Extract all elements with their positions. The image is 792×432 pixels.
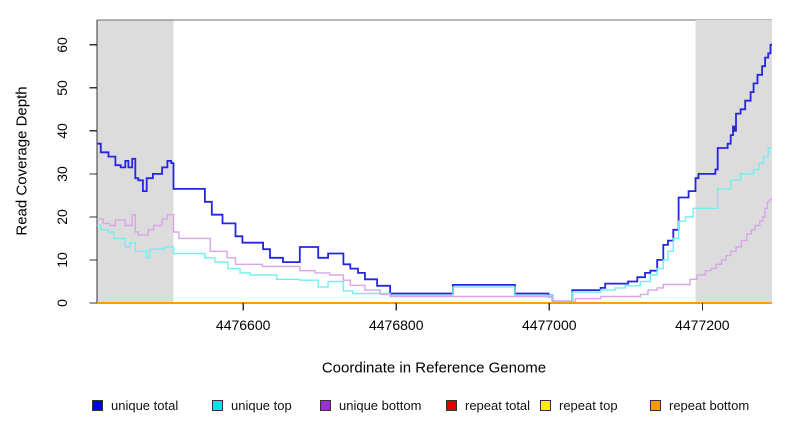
legend-swatch-icon [92,400,103,411]
series-line-unique-top [97,147,772,303]
y-tick-label: 60 [54,36,70,53]
y-tick-label: 30 [54,166,70,182]
y-tick-label: 0 [54,299,70,307]
legend-swatch-icon [540,400,551,411]
x-tick-label: 4477200 [675,317,730,333]
legend-swatch-icon [320,400,331,411]
legend-swatch-icon [446,400,457,411]
y-tick-label: 20 [54,209,70,225]
legend-swatch-icon [212,400,223,411]
legend: unique total unique top unique bottom repea… [0,398,792,418]
y-axis-title: Read Coverage Depth [13,86,31,236]
legend-label: repeat bottom [669,398,750,413]
legend-label: unique bottom [339,398,422,413]
x-tick-label: 4477000 [522,317,577,333]
legend-label: repeat total [465,398,531,413]
y-tick-label: 40 [54,123,70,139]
shaded-region-right [695,20,772,303]
x-tick-label: 4476800 [368,317,424,333]
series-line-unique-total [97,43,772,303]
legend-label: unique total [111,398,179,413]
legend-label: unique top [231,398,292,413]
y-tick-label: 10 [54,252,70,268]
x-axis-title: Coordinate in Reference Genome [321,359,547,377]
legend-swatch-icon [650,400,661,411]
x-tick-label: 4476600 [215,317,271,333]
y-tick-label: 50 [54,79,70,96]
series-line-unique-bottom [97,199,772,303]
legend-label: repeat top [559,398,618,413]
